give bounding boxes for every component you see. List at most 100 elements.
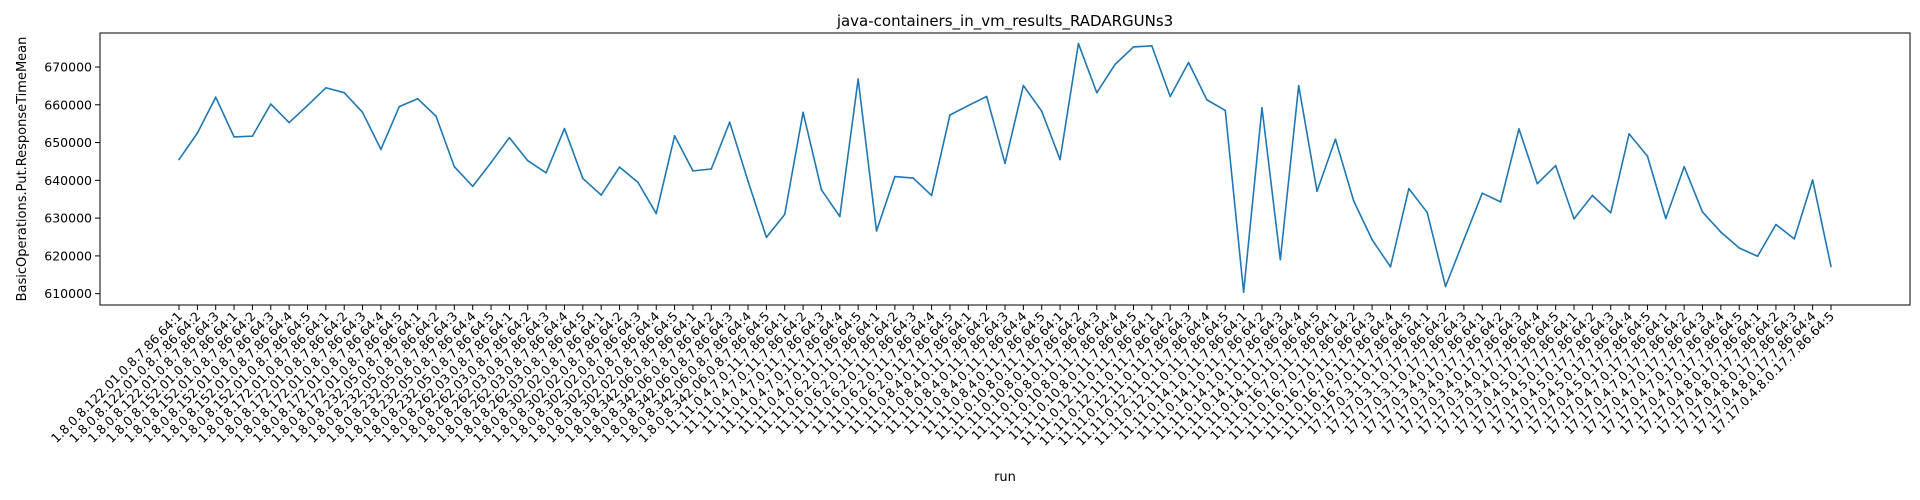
- data-point: [526, 159, 529, 162]
- data-point: [251, 135, 254, 137]
- data-point: [1463, 238, 1465, 241]
- data-point: [196, 132, 199, 134]
- data-point: [1316, 190, 1318, 193]
- data-point: [398, 105, 401, 108]
- data-point: [490, 161, 492, 164]
- data-point: [1004, 162, 1006, 165]
- data-point: [600, 194, 602, 196]
- data-point: [1187, 61, 1190, 64]
- data-point: [1701, 211, 1704, 213]
- data-point: [1591, 194, 1594, 197]
- data-point: [582, 177, 584, 180]
- data-point: [692, 170, 694, 172]
- y-tick-label: 670000: [44, 60, 92, 75]
- data-point: [1720, 231, 1722, 233]
- y-tick-label: 620000: [44, 248, 92, 263]
- data-point: [1114, 63, 1116, 66]
- data-points: [178, 42, 1832, 293]
- data-point: [380, 148, 382, 151]
- x-axis-label: run: [994, 470, 1016, 485]
- data-point: [1554, 164, 1557, 167]
- data-point: [1224, 109, 1227, 112]
- data-point: [1279, 258, 1282, 261]
- data-point: [288, 121, 290, 124]
- data-point: [1059, 158, 1061, 161]
- data-point: [857, 78, 859, 80]
- y-axis-label: BasicOperations.Put.ResponseTimeMean: [15, 37, 30, 302]
- data-point: [783, 213, 786, 216]
- data-point: [985, 95, 988, 98]
- data-point: [637, 181, 639, 184]
- data-point: [1830, 265, 1832, 268]
- data-point: [1481, 192, 1484, 194]
- data-point: [1132, 46, 1135, 48]
- data-point: [1095, 91, 1098, 94]
- data-point: [453, 165, 456, 168]
- data-point: [875, 230, 878, 232]
- y-tick-label: 660000: [44, 97, 92, 112]
- data-point: [1536, 182, 1539, 185]
- data-point: [1426, 211, 1428, 214]
- data-point: [1261, 107, 1263, 109]
- data-point: [930, 194, 933, 197]
- data-point: [673, 134, 676, 137]
- data-point: [1793, 238, 1796, 240]
- data-point: [563, 127, 566, 130]
- data-point: [1151, 45, 1153, 47]
- data-point: [728, 121, 731, 123]
- data-point: [1352, 200, 1355, 202]
- data-point: [416, 97, 419, 100]
- data-point: [214, 96, 217, 99]
- data-point: [1371, 238, 1373, 241]
- data-point: [765, 236, 768, 239]
- data-point: [1334, 138, 1337, 140]
- data-point: [508, 136, 511, 139]
- data-point: [1683, 165, 1685, 168]
- data-point: [1499, 201, 1502, 203]
- data-point: [710, 168, 713, 170]
- data-point: [1518, 128, 1520, 130]
- x-axis: 1.8.0.8.122.01.0.8.7.86.64:11.8.0.8.122.…: [48, 305, 1837, 449]
- data-point: [1609, 212, 1612, 214]
- data-point: [802, 111, 804, 114]
- data-point: [178, 158, 180, 161]
- y-tick-label: 610000: [44, 286, 92, 301]
- data-point: [435, 115, 437, 117]
- data-point: [545, 171, 547, 174]
- data-point: [618, 166, 621, 168]
- data-point: [1169, 95, 1171, 98]
- data-point: [1408, 187, 1410, 190]
- data-point: [747, 180, 749, 182]
- data-point: [233, 136, 235, 138]
- data-point: [1756, 255, 1759, 258]
- data-point: [1022, 84, 1025, 87]
- data-point: [471, 185, 474, 188]
- y-tick-label: 640000: [44, 173, 92, 188]
- data-point: [949, 114, 951, 116]
- data-point: [894, 175, 896, 178]
- data-point: [1738, 247, 1741, 249]
- data-point: [1573, 218, 1575, 220]
- data-point: [839, 215, 841, 218]
- plot-frame: [99, 32, 1911, 306]
- data-point: [1242, 291, 1245, 293]
- data-point: [269, 103, 272, 105]
- data-point: [306, 104, 309, 107]
- data-point: [361, 111, 364, 114]
- data-point: [325, 86, 327, 89]
- data-point: [1297, 84, 1300, 87]
- y-tick-label: 650000: [44, 135, 92, 150]
- data-point: [1077, 42, 1080, 45]
- chart-title: java-containers_in_vm_results_RADARGUNs3: [836, 12, 1173, 31]
- data-point: [1389, 266, 1392, 268]
- data-point: [820, 188, 823, 191]
- data-point: [1811, 179, 1814, 181]
- data-point: [1775, 223, 1777, 226]
- data-point: [1040, 110, 1043, 112]
- y-tick-label: 630000: [44, 211, 92, 226]
- data-point: [1628, 133, 1630, 135]
- data-point: [655, 212, 658, 215]
- data-point: [1665, 217, 1667, 220]
- data-point: [1444, 285, 1447, 288]
